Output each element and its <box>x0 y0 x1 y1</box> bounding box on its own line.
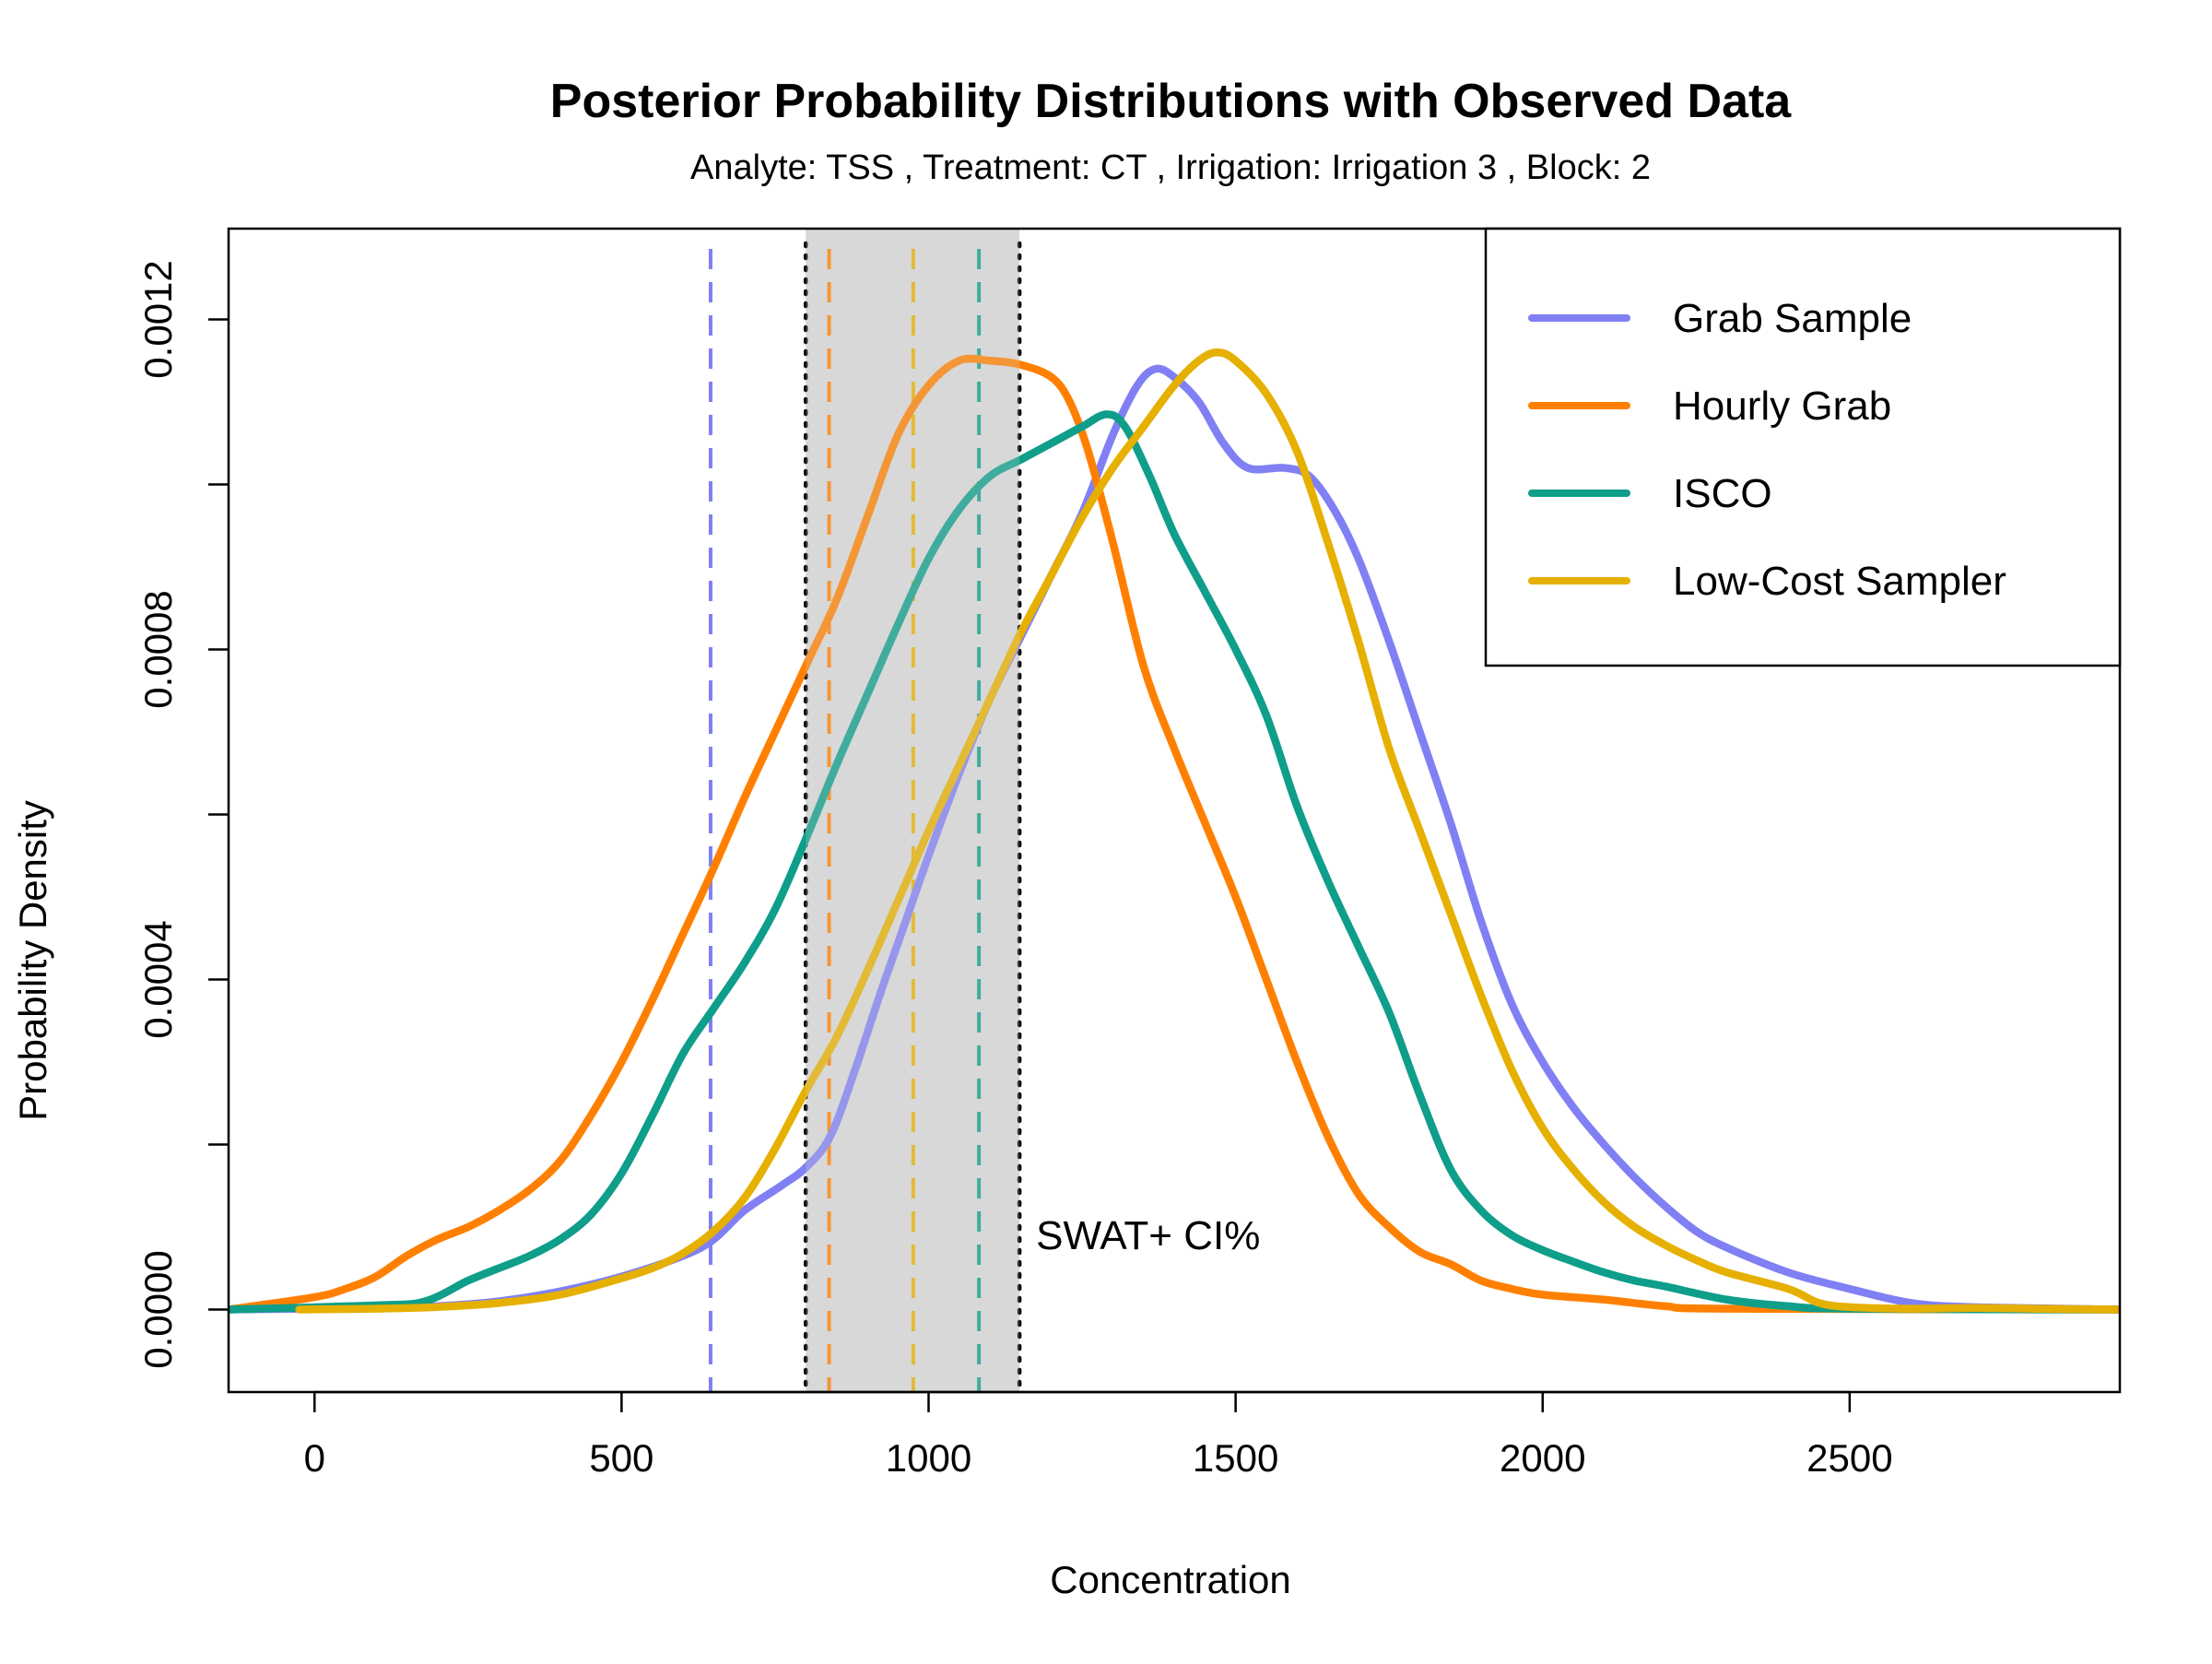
x-tick-label: 1500 <box>1193 1436 1278 1480</box>
x-tick-label: 2000 <box>1500 1436 1585 1480</box>
legend: Grab Sample Hourly Grab ISCO Low-Cost Sampl… <box>1484 227 2122 667</box>
y-axis-title: Probability Density <box>11 800 54 1121</box>
x-tick-label: 1000 <box>886 1436 971 1480</box>
legend-label: Low-Cost Sampler <box>1673 559 2006 604</box>
density-curve-grab-sample <box>229 364 2120 1314</box>
ci-annotation: SWAT+ CI% <box>1036 1213 1260 1258</box>
x-tick-label: 500 <box>589 1436 653 1480</box>
chart-title: Posterior Probability Distributions with… <box>550 75 1793 128</box>
density-curve-isco <box>229 410 2120 1314</box>
legend-label: Grab Sample <box>1673 296 1912 341</box>
density-curve-hourly-grab <box>229 354 2120 1314</box>
legend-label: ISCO <box>1673 471 1772 516</box>
y-tick-label: 0.0004 <box>136 920 180 1038</box>
ci-band-overlay <box>806 229 1020 1392</box>
x-axis-title: Concentration <box>1050 1558 1291 1601</box>
plot-area: SWAT+ CI% 0 500 1000 1500 2000 2500 0.0000 0.000… <box>136 227 2122 1480</box>
x-tick-label: 0 <box>304 1436 325 1480</box>
y-tick-label: 0.0012 <box>136 260 180 378</box>
density-curves <box>229 348 2120 1314</box>
y-tick-label: 0.0008 <box>136 590 180 708</box>
x-tick-label: 2500 <box>1806 1436 1892 1480</box>
chart-subtitle: Analyte: TSS , Treatment: CT , Irrigatio… <box>690 148 1651 187</box>
legend-label: Hourly Grab <box>1673 384 1891 429</box>
legend-box <box>1484 227 2122 667</box>
density-curve-low-cost-sampler <box>295 348 2120 1314</box>
y-tick-label: 0.0000 <box>136 1250 180 1368</box>
